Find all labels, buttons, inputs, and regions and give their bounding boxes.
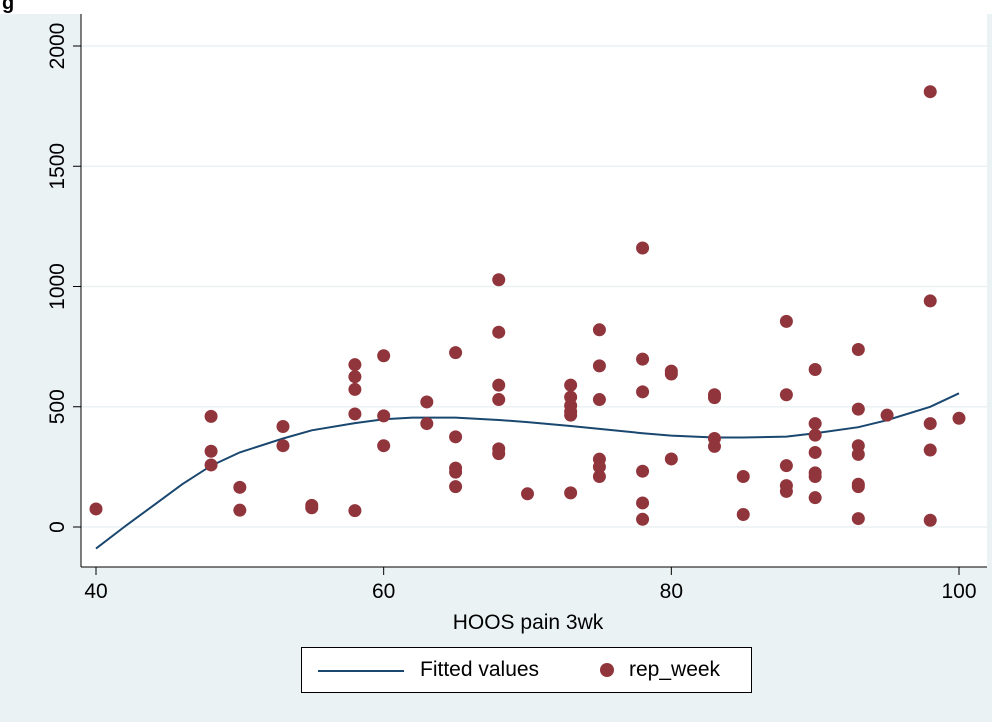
data-point [923,513,937,527]
data-point [664,367,678,381]
y-tick-label: 1000 [46,263,69,310]
x-tick-label: 60 [372,580,395,603]
data-point [664,452,678,466]
data-point [204,409,218,423]
data-point [564,486,578,500]
data-point [851,402,865,416]
y-tick-label: 0 [46,521,69,533]
data-point [377,349,391,363]
data-point [636,241,650,255]
data-point [636,512,650,526]
data-point [492,325,506,339]
data-point [923,417,937,431]
data-point [808,469,822,483]
legend-label-rep-week: rep_week [629,658,721,681]
data-point [707,391,721,405]
x-axis-title: HOOS pain 3wk [453,611,604,634]
data-point [851,343,865,357]
data-point [736,507,750,521]
data-point [420,417,434,431]
data-point [305,501,319,515]
data-point [636,464,650,478]
data-point [808,491,822,505]
data-point [880,408,894,422]
data-point [592,469,606,483]
data-point [923,294,937,308]
data-point [779,484,793,498]
x-axis-ticks: 40 60 80 100 [84,567,977,603]
x-tick-label: 80 [660,580,683,603]
data-point [204,444,218,458]
legend-line-swatch [318,670,404,672]
data-point [851,512,865,526]
data-point [808,445,822,459]
y-tick-label: 1500 [46,143,69,190]
data-point [779,459,793,473]
data-point [492,447,506,461]
x-tick-label: 100 [941,580,976,603]
data-point [449,346,463,360]
y-tick-label: 500 [46,389,69,424]
data-point [808,428,822,442]
y-tick-label: 2000 [46,23,69,70]
data-point [204,458,218,472]
data-point [808,417,822,431]
top-band [0,0,992,14]
data-point [521,487,534,501]
data-point [851,480,865,494]
legend-dot-swatch [600,663,614,677]
data-point [592,393,606,407]
data-point [348,358,362,372]
legend-label-fitted: Fitted values [420,658,540,681]
data-point [808,362,822,376]
figure-label: g [2,0,15,14]
data-point [779,314,793,328]
data-point [952,411,966,425]
data-point [851,447,865,461]
data-point [449,430,463,444]
data-point [707,439,721,453]
data-point [779,388,793,402]
x-tick-label: 40 [84,580,107,603]
data-point [449,480,463,494]
data-point [564,378,578,392]
data-point [420,395,434,409]
data-point [348,407,362,421]
data-point [449,465,463,479]
data-point [492,273,506,287]
data-point [736,469,750,483]
grid-lines [81,45,987,528]
plot-area [81,14,987,567]
data-point [276,439,290,453]
data-point [348,504,362,518]
data-point [348,382,362,396]
data-point [276,419,290,433]
data-point [592,323,606,337]
data-point [233,480,247,494]
legend: Fitted values rep_week [301,647,752,693]
data-point [89,502,103,516]
data-point [377,439,391,453]
data-point [636,352,650,366]
data-point [377,409,391,423]
data-point [348,370,362,384]
data-point [923,443,937,457]
y-axis-ticks: 0 500 1000 1500 2000 [46,23,81,533]
data-point [592,359,606,373]
scatter-points [89,85,966,527]
data-point [636,496,650,510]
data-point [636,385,650,399]
data-point [233,503,247,517]
data-point [492,393,506,407]
data-point [923,85,937,99]
data-point [492,378,506,392]
data-point [592,460,606,474]
data-point [564,408,578,422]
